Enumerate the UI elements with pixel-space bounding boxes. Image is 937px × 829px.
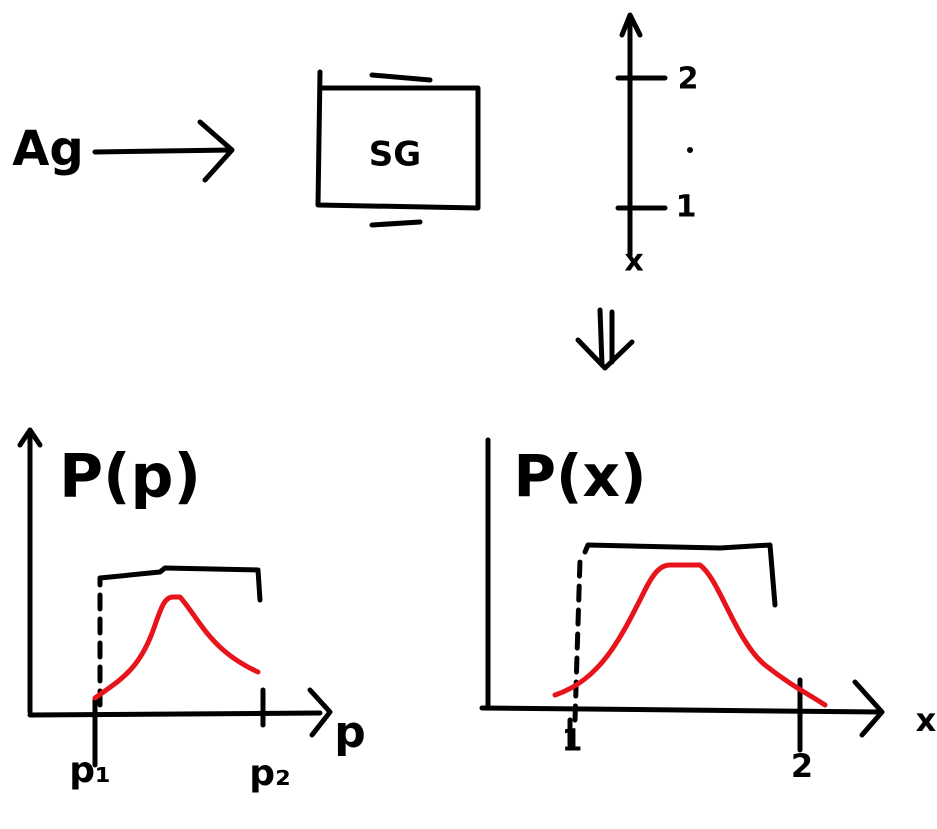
plot-title: P(p)	[59, 442, 201, 512]
axes	[479, 437, 885, 738]
tick-label: p₂	[249, 753, 291, 794]
distribution	[552, 562, 828, 708]
dot	[687, 147, 693, 153]
bracket	[572, 557, 583, 723]
tick-label: 2	[791, 747, 813, 785]
source-label: Ag	[12, 121, 84, 177]
screen-tick: 1	[676, 190, 697, 225]
axis-label: x	[916, 701, 937, 739]
device-label: SG	[369, 135, 421, 175]
axis-label: p	[334, 707, 366, 758]
screen-tick: 2	[678, 62, 699, 97]
arrow	[92, 119, 235, 183]
implies-arrow	[575, 307, 635, 371]
bracket	[582, 542, 778, 608]
bracket	[97, 565, 263, 603]
axes	[17, 427, 333, 738]
screen-label: x	[624, 244, 643, 279]
plot-title: P(x)	[514, 442, 647, 510]
tick-label: 1	[562, 724, 583, 759]
screen-axis	[615, 12, 668, 258]
device-box	[315, 69, 481, 228]
distribution	[92, 594, 261, 701]
tick	[92, 687, 266, 768]
tick	[567, 677, 803, 753]
tick-label: p₁	[69, 750, 111, 791]
